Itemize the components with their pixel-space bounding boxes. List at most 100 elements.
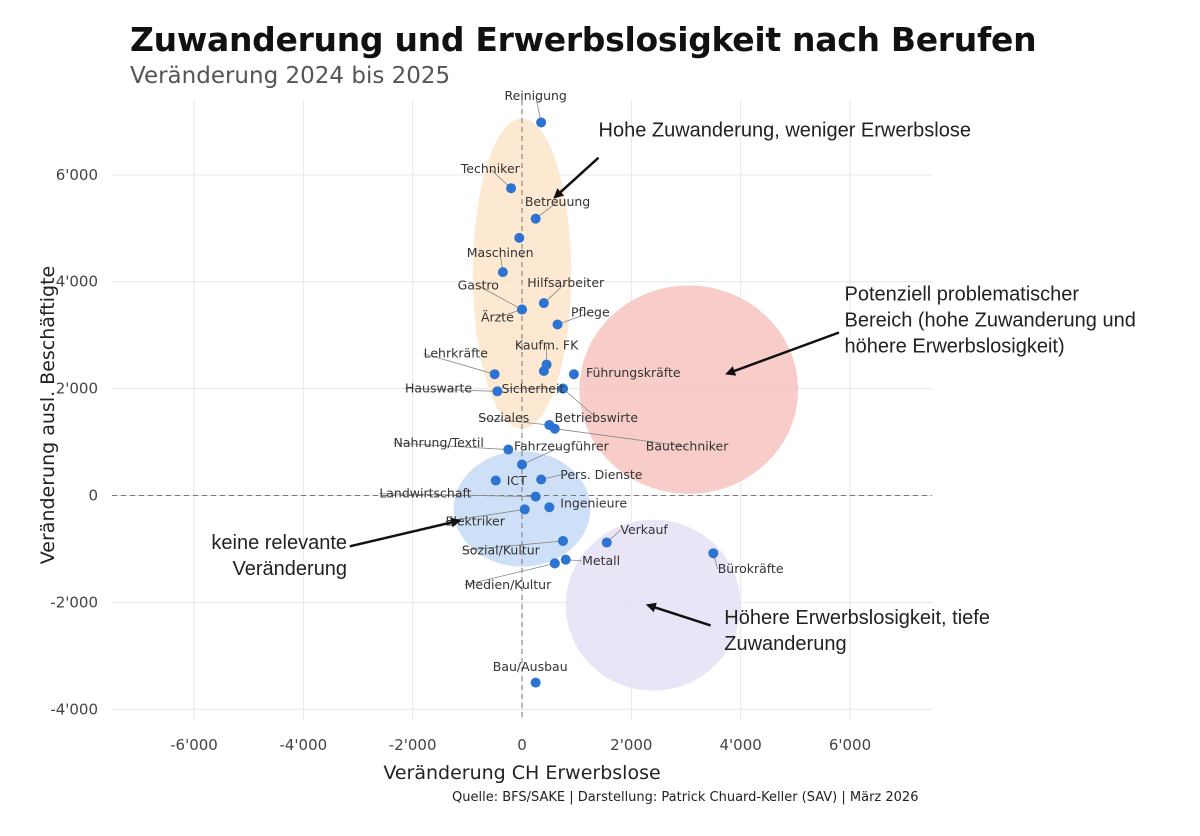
- label-leader-line: [478, 417, 550, 426]
- point-label: Techniker: [460, 161, 521, 176]
- label-leader-line: [405, 387, 498, 392]
- label-leader-line: [562, 388, 597, 419]
- annotation-text: Bereich (hohe Zuwanderung und: [845, 309, 1136, 331]
- annotation-text: Höhere Erwerbslosigkeit, tiefe: [724, 607, 990, 629]
- point-label: Soziales: [478, 410, 529, 425]
- data-point: [560, 554, 571, 565]
- point-label: Hauswarte: [405, 380, 472, 395]
- point-label: Bürokräfte: [718, 561, 784, 576]
- point-label: Reinigung: [504, 88, 566, 103]
- label-leader-line: [461, 540, 564, 551]
- annotation-arrow: [645, 602, 711, 627]
- x-tick-label: 4'000: [720, 736, 762, 754]
- highlight-region: [579, 285, 799, 494]
- annotation-text: Veränderung: [233, 558, 348, 580]
- point-label: Sicherheit: [502, 381, 565, 396]
- label-leader-line: [379, 493, 536, 497]
- data-point: [549, 558, 560, 569]
- point-label: Betreuung: [525, 194, 590, 209]
- annotation-text: Zuwanderung: [724, 633, 846, 655]
- x-tick-label: 0: [517, 736, 527, 754]
- label-leader-line: [464, 563, 555, 586]
- highlight-region: [565, 519, 741, 691]
- data-point: [530, 213, 541, 224]
- data-point: [549, 423, 560, 434]
- annotation: Höhere Erwerbslosigkeit, tiefe Zuwanderun…: [645, 602, 990, 655]
- data-point: [568, 369, 579, 380]
- data-point: [558, 383, 568, 394]
- y-tick-label: 6'000: [56, 166, 98, 184]
- point-label: Bautechniker: [646, 439, 729, 454]
- data-point: [517, 304, 527, 315]
- data-point: [530, 677, 541, 688]
- point-label: Nahrung/Textil: [394, 435, 484, 450]
- data-point: [519, 504, 530, 515]
- label-leader-line: [478, 285, 523, 310]
- point-label: Pflege: [571, 304, 610, 319]
- data-point: [558, 535, 568, 546]
- x-tick-label: 2'000: [610, 736, 652, 754]
- label-leader-line: [393, 442, 509, 450]
- data-point: [517, 459, 527, 470]
- data-point: [492, 386, 503, 397]
- y-axis-title: Veränderung ausl. Beschäftigte: [37, 266, 59, 564]
- point-label: Bau/Ausbau: [493, 659, 568, 674]
- point-label: Medien/Kultur: [465, 577, 553, 592]
- x-tick-label: -2'000: [389, 736, 437, 754]
- x-tick-label: -6'000: [170, 736, 218, 754]
- x-tick-label: 6'000: [829, 736, 871, 754]
- y-tick-label: -4'000: [50, 700, 98, 718]
- point-label: ICT: [507, 473, 527, 488]
- chart-subtitle: Veränderung 2024 bis 2025: [130, 63, 451, 89]
- chart-title: Zuwanderung und Erwerbslosigkeit nach Be…: [130, 20, 1037, 59]
- point-label: Maschinen: [467, 245, 534, 260]
- point-label: Gastro: [458, 278, 499, 293]
- data-point: [536, 117, 547, 128]
- x-tick-label: -4'000: [279, 736, 327, 754]
- annotation: keine relevante Veränderung: [211, 517, 462, 580]
- data-point: [601, 537, 612, 548]
- data-point: [489, 369, 500, 380]
- annotation-text: Hohe Zuwanderung, weniger Erwerbslose: [599, 119, 971, 141]
- annotation-arrow: [349, 517, 462, 548]
- point-label: Pers. Dienste: [560, 467, 643, 482]
- data-point: [552, 319, 563, 330]
- point-label: Ärzte: [481, 309, 514, 324]
- point-label: Führungskräfte: [586, 365, 681, 380]
- data-point: [544, 502, 555, 513]
- data-point: [530, 491, 541, 502]
- annotation-text: höhere Erwerbslosigkeit): [845, 335, 1065, 357]
- data-point: [503, 444, 514, 455]
- annotation: Potenziell problematischer Bereich (hohe …: [725, 283, 1136, 376]
- data-point: [506, 183, 517, 194]
- y-tick-label: 0: [88, 487, 98, 505]
- point-label: Ingenieure: [560, 495, 627, 510]
- point-label: Lehrkräfte: [424, 346, 489, 361]
- data-point: [538, 365, 549, 376]
- annotation: Hohe Zuwanderung, weniger Erwerbslose: [553, 119, 971, 199]
- point-label: Landwirtschaft: [379, 486, 471, 501]
- data-point: [538, 298, 549, 309]
- y-tick-label: 4'000: [56, 273, 98, 291]
- annotation-arrow: [725, 331, 840, 376]
- data-point: [708, 548, 719, 559]
- point-label: Hilfsarbeiter: [527, 275, 605, 290]
- annotation-text: keine relevante: [211, 532, 347, 554]
- data-point: [497, 267, 508, 278]
- data-point: [490, 475, 501, 486]
- point-label: Fahrzeugführer: [514, 439, 610, 454]
- label-leader-line: [554, 428, 688, 448]
- annotation-arrow: [553, 156, 600, 199]
- point-label: Sozial/Kultur: [462, 542, 541, 557]
- x-axis-title: Veränderung CH Erwerbslose: [383, 762, 660, 784]
- data-point: [536, 474, 547, 485]
- label-leader-line: [557, 312, 591, 325]
- annotation-text: Potenziell problematischer: [845, 283, 1080, 305]
- y-tick-label: 2'000: [56, 380, 98, 398]
- label-leader-line: [423, 353, 495, 375]
- y-tick-label: -2'000: [50, 593, 98, 611]
- data-point: [514, 232, 525, 243]
- point-label: Verkauf: [620, 522, 668, 537]
- point-label: Metall: [582, 553, 620, 568]
